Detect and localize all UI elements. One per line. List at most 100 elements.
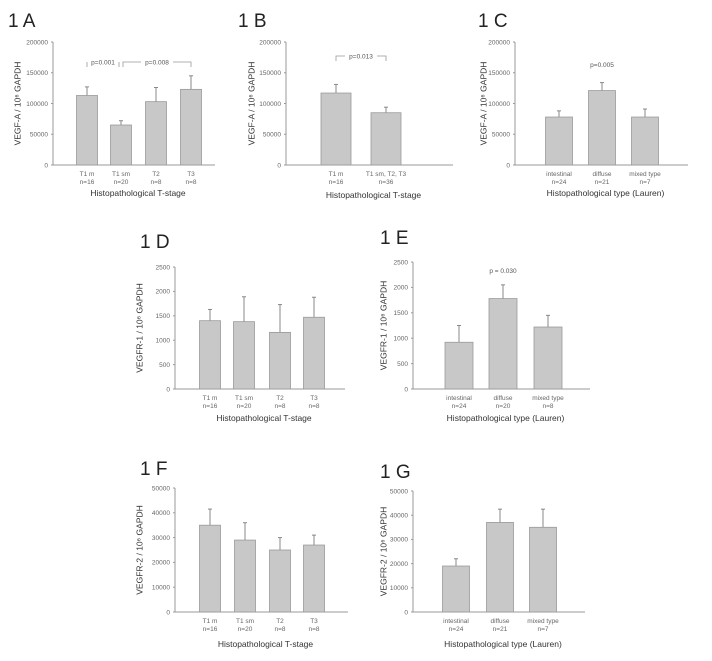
- y-tick-label: 50000: [152, 485, 170, 492]
- category-n-label: n=20: [496, 403, 511, 410]
- y-tick-label: 500: [159, 362, 170, 369]
- category-n-label: n=36: [379, 179, 394, 186]
- category-label: T1 sm: [235, 395, 253, 402]
- category-label: mixed type: [629, 171, 661, 178]
- category-label: intestinal: [443, 618, 469, 625]
- y-tick-label: 0: [166, 609, 170, 616]
- bar: [269, 331, 291, 390]
- bar: [444, 341, 474, 390]
- significance-bracket: [335, 55, 387, 61]
- y-tick-label: 50000: [492, 132, 510, 139]
- y-tick-label: 200000: [488, 39, 510, 46]
- category-label: diffuse: [592, 171, 611, 178]
- category-n-label: n=16: [329, 179, 344, 186]
- y-tick-label: 150000: [259, 70, 281, 77]
- panel-1c: 1 C 0 50000 100000 150000 200000 VEGF-A / 10⁶ …: [478, 11, 688, 198]
- x-axis-label: Histopathological type (Lauren): [444, 639, 562, 649]
- y-tick-label: 2500: [156, 264, 171, 271]
- category-n-label: n=8: [150, 179, 161, 186]
- x-axis-label: Histopathological T-stage: [326, 190, 422, 200]
- category-n-label: n=8: [308, 626, 319, 633]
- bar: [233, 321, 255, 390]
- bar: [488, 298, 518, 390]
- panel-label: 1 D: [140, 232, 170, 253]
- y-tick-label: 150000: [488, 70, 510, 77]
- category-label: T2: [152, 171, 160, 178]
- category-label: T1 sm, T2, T3: [366, 171, 407, 178]
- y-tick-label: 100000: [259, 101, 281, 108]
- y-tick-label: 20000: [152, 560, 170, 567]
- y-tick-label: 0: [506, 162, 510, 169]
- panel-1g: 1 G 0 10000 20000 30000 40000 50000 VEGFR-2 / 1…: [378, 462, 585, 649]
- bar: [76, 95, 98, 166]
- panel-1e: 1 E 0 500 1000 1500 2000 2500 VEGFR-1 / 10⁶ GAP…: [378, 228, 590, 423]
- x-axis-label: Histopathological type (Lauren): [447, 413, 565, 423]
- panel-1a: 1 A 0 50000 100000 150000 200000 VEGF-A / 10⁶ …: [8, 11, 215, 198]
- category-n-label: n=21: [595, 179, 610, 186]
- category-n-label: n=24: [552, 179, 567, 186]
- y-tick-label: 50000: [30, 132, 48, 139]
- bar: [199, 320, 221, 390]
- category-label: T1 m: [329, 171, 344, 178]
- bar: [370, 112, 402, 166]
- y-axis-label: VEGFR-2 / 10⁶ GAPDH: [378, 507, 388, 596]
- p-value-label: p = 0.030: [489, 268, 517, 275]
- panel-label: 1 C: [478, 11, 508, 32]
- bar: [533, 326, 563, 390]
- category-n-label: n=8: [185, 179, 196, 186]
- y-tick-label: 0: [166, 386, 170, 393]
- category-label: T1 m: [203, 395, 218, 402]
- category-n-label: n=20: [114, 179, 129, 186]
- y-axis-label: VEGF-A / 10⁶ GAPDH: [12, 62, 22, 146]
- significance-bracket: [86, 62, 120, 67]
- bar: [234, 539, 256, 613]
- x-axis-label: Histopathological T-stage: [216, 413, 312, 423]
- category-n-label: n=7: [537, 626, 548, 633]
- bar: [110, 124, 132, 166]
- y-axis-label: VEGFR-2 / 10⁶ GAPDH: [134, 505, 144, 594]
- category-label: T1 m: [80, 171, 95, 178]
- panel-1f: 1 F 0 10000 20000 30000 40000 50000 VEGFR-2 / 1…: [134, 459, 348, 649]
- significance-bracket: [122, 61, 192, 67]
- category-n-label: n=8: [274, 403, 285, 410]
- panel-label: 1 E: [380, 228, 409, 249]
- y-tick-label: 1000: [394, 336, 409, 343]
- category-label: T1 sm: [236, 618, 254, 625]
- y-axis-label: VEGFR-1 / 10⁶ GAPDH: [378, 281, 388, 370]
- category-label: mixed type: [532, 395, 564, 402]
- category-n-label: n=20: [237, 403, 252, 410]
- category-n-label: n=7: [639, 179, 650, 186]
- category-n-label: n=16: [80, 179, 95, 186]
- x-axis-label: Histopathological T-stage: [218, 639, 314, 649]
- y-tick-label: 2000: [394, 285, 409, 292]
- bar: [199, 524, 221, 613]
- y-tick-label: 40000: [390, 513, 408, 520]
- category-label: intestinal: [446, 395, 472, 402]
- category-n-label: n=21: [493, 626, 508, 633]
- y-tick-label: 200000: [26, 39, 48, 46]
- category-n-label: n=24: [449, 626, 464, 633]
- bar: [486, 522, 514, 613]
- y-tick-label: 0: [404, 386, 408, 393]
- panel-label: 1 A: [8, 11, 36, 32]
- category-label: T3: [187, 171, 195, 178]
- bar: [269, 549, 291, 613]
- p-value-label: p=0.008: [145, 59, 169, 66]
- bar: [545, 116, 573, 166]
- category-label: T1 sm: [112, 171, 130, 178]
- y-tick-label: 0: [44, 162, 48, 169]
- bar: [320, 92, 352, 166]
- category-label: T2: [276, 395, 284, 402]
- category-label: diffuse: [493, 395, 512, 402]
- y-tick-label: 1500: [394, 310, 409, 317]
- bar: [180, 88, 202, 166]
- category-n-label: n=16: [203, 626, 218, 633]
- bar: [145, 101, 167, 166]
- bar: [588, 90, 616, 166]
- y-tick-label: 20000: [390, 561, 408, 568]
- category-label: T3: [310, 395, 318, 402]
- category-label: diffuse: [490, 618, 509, 625]
- y-tick-label: 30000: [152, 535, 170, 542]
